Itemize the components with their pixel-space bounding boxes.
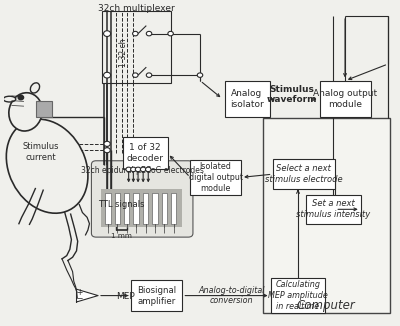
FancyBboxPatch shape [102,11,170,83]
Circle shape [104,31,111,37]
Text: 1 of 32
decoder: 1 of 32 decoder [127,143,164,163]
Text: 1 mm: 1 mm [111,233,132,239]
FancyBboxPatch shape [36,101,52,117]
FancyBboxPatch shape [131,280,182,311]
Text: Calculating
MEP amplitude
in realtime: Calculating MEP amplitude in realtime [268,280,328,311]
Text: +: + [76,288,82,297]
Text: TTL signals: TTL signals [98,200,145,209]
FancyBboxPatch shape [272,159,335,189]
FancyBboxPatch shape [92,161,193,237]
Circle shape [197,73,203,77]
Text: MEP: MEP [116,292,134,301]
Text: Analog output
module: Analog output module [313,89,377,109]
FancyBboxPatch shape [114,193,120,224]
FancyBboxPatch shape [306,195,361,224]
Text: −: − [76,294,82,303]
FancyBboxPatch shape [162,193,167,224]
Text: Biosignal
amplifier: Biosignal amplifier [137,286,176,306]
Text: Computer: Computer [296,299,355,312]
FancyBboxPatch shape [143,193,148,224]
Circle shape [132,31,138,36]
FancyBboxPatch shape [224,81,270,117]
Text: 1-32 ch: 1-32 ch [119,38,128,67]
FancyBboxPatch shape [270,278,326,313]
Circle shape [18,95,24,100]
Circle shape [104,141,110,146]
Text: 32ch epidural μECoG electrodes: 32ch epidural μECoG electrodes [80,166,204,175]
Polygon shape [76,289,98,302]
FancyBboxPatch shape [190,160,241,195]
Circle shape [146,31,152,36]
FancyBboxPatch shape [122,138,168,170]
Circle shape [168,31,173,36]
Text: 32ch multiplexer: 32ch multiplexer [98,4,174,13]
Text: Analog-to-digital
conversion: Analog-to-digital conversion [198,286,265,305]
Ellipse shape [9,93,42,131]
FancyBboxPatch shape [263,118,390,313]
Circle shape [146,167,151,171]
FancyBboxPatch shape [133,193,139,224]
Circle shape [140,167,146,171]
Text: Stimulus
current: Stimulus current [23,142,60,161]
Text: Analog
isolator: Analog isolator [230,89,264,109]
Text: Stimulus
waveform: Stimulus waveform [267,85,317,104]
Circle shape [104,148,110,153]
FancyBboxPatch shape [152,193,158,224]
Ellipse shape [6,119,88,213]
FancyBboxPatch shape [105,193,111,224]
Circle shape [104,72,111,78]
Text: Isolated
digital output
module: Isolated digital output module [189,162,243,193]
Circle shape [135,167,141,171]
Text: Set a next
stimulus intensity: Set a next stimulus intensity [296,199,370,219]
Circle shape [131,167,136,171]
Ellipse shape [3,96,16,102]
FancyBboxPatch shape [124,193,130,224]
Text: Select a next
stimulus electrode: Select a next stimulus electrode [265,164,343,184]
FancyBboxPatch shape [101,188,182,227]
Ellipse shape [30,83,40,93]
FancyBboxPatch shape [171,193,176,224]
Circle shape [146,73,152,77]
Circle shape [132,73,138,77]
Circle shape [126,167,131,171]
FancyBboxPatch shape [320,81,370,117]
